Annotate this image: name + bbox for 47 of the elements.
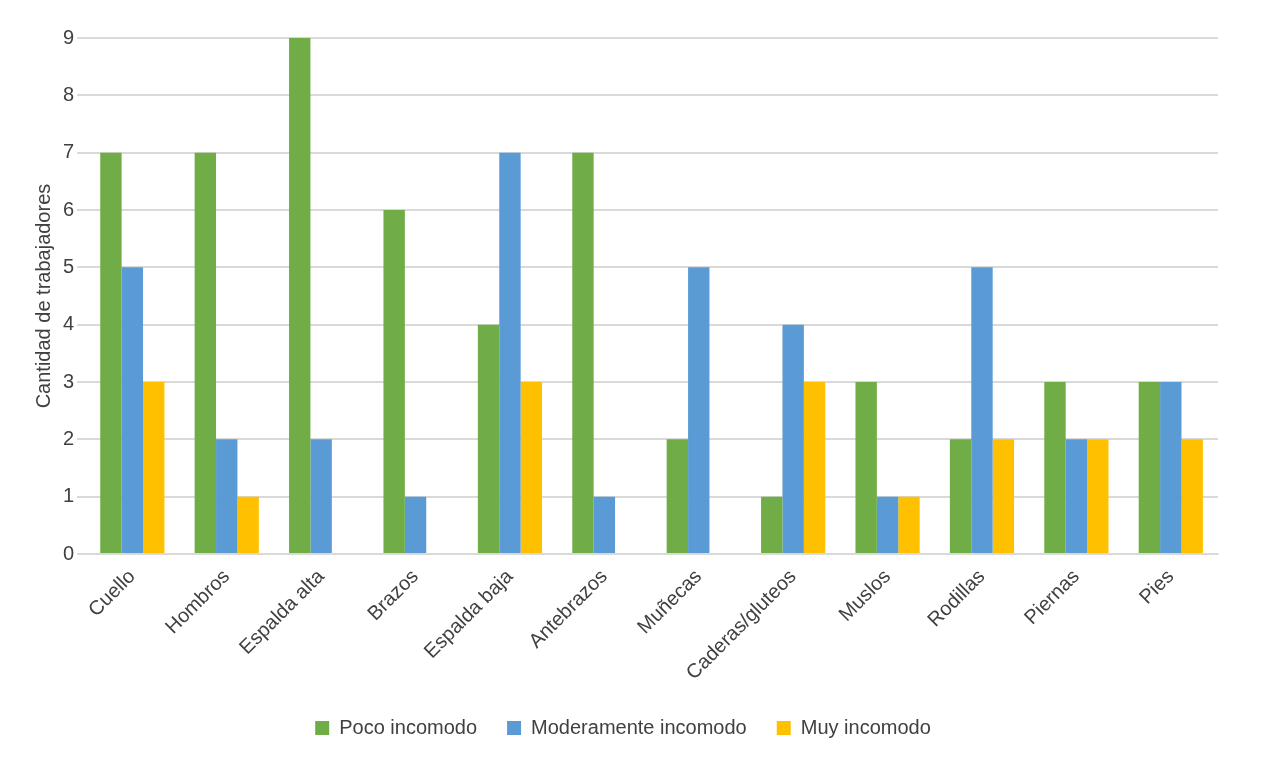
bar: [194, 152, 217, 554]
x-tick-label: Pies: [1134, 564, 1178, 608]
bar: [971, 267, 993, 554]
legend-label: Moderamente incomodo: [531, 715, 747, 738]
y-axis-title: Cantidad de trabajadores: [31, 183, 54, 409]
bar: [803, 382, 826, 554]
bar: [383, 210, 405, 554]
bar: [520, 382, 543, 554]
y-tick-label: 3: [63, 369, 75, 392]
bar: [477, 324, 500, 554]
legend-label: Poco incomodo: [339, 715, 478, 738]
legend-label: Muy incomodo: [800, 715, 931, 738]
bar: [289, 38, 311, 554]
y-tick-label: 2: [63, 426, 75, 449]
bar: [1087, 439, 1109, 554]
bar: [1160, 382, 1182, 554]
bar: [898, 496, 920, 554]
bar: [666, 439, 689, 554]
bar: [1181, 439, 1203, 554]
bar: [1044, 382, 1066, 554]
bar: [782, 324, 804, 554]
bar: [216, 439, 238, 554]
y-tick-label: 9: [63, 25, 75, 48]
bar: [761, 496, 783, 554]
bar: [855, 382, 877, 554]
bar: [121, 267, 144, 554]
bar: [992, 439, 1015, 554]
bar: [688, 267, 710, 554]
y-tick-label: 1: [63, 484, 75, 507]
bar: [237, 496, 259, 554]
y-tick-label: 0: [63, 541, 75, 564]
bar: [499, 152, 521, 554]
y-tick-label: 8: [63, 82, 75, 105]
bar: [310, 439, 332, 554]
y-tick-label: 4: [63, 312, 75, 335]
bar: [100, 152, 122, 554]
bar: [949, 439, 972, 554]
bar: [593, 496, 616, 554]
bar: [404, 496, 427, 554]
y-tick-label: 5: [63, 254, 75, 277]
bar: [876, 496, 899, 554]
bar: [1065, 439, 1088, 554]
bar: [143, 382, 165, 554]
y-tick-label: 6: [63, 197, 75, 220]
bar: [572, 152, 594, 554]
bar: [1138, 382, 1161, 554]
y-tick-label: 7: [63, 140, 75, 163]
